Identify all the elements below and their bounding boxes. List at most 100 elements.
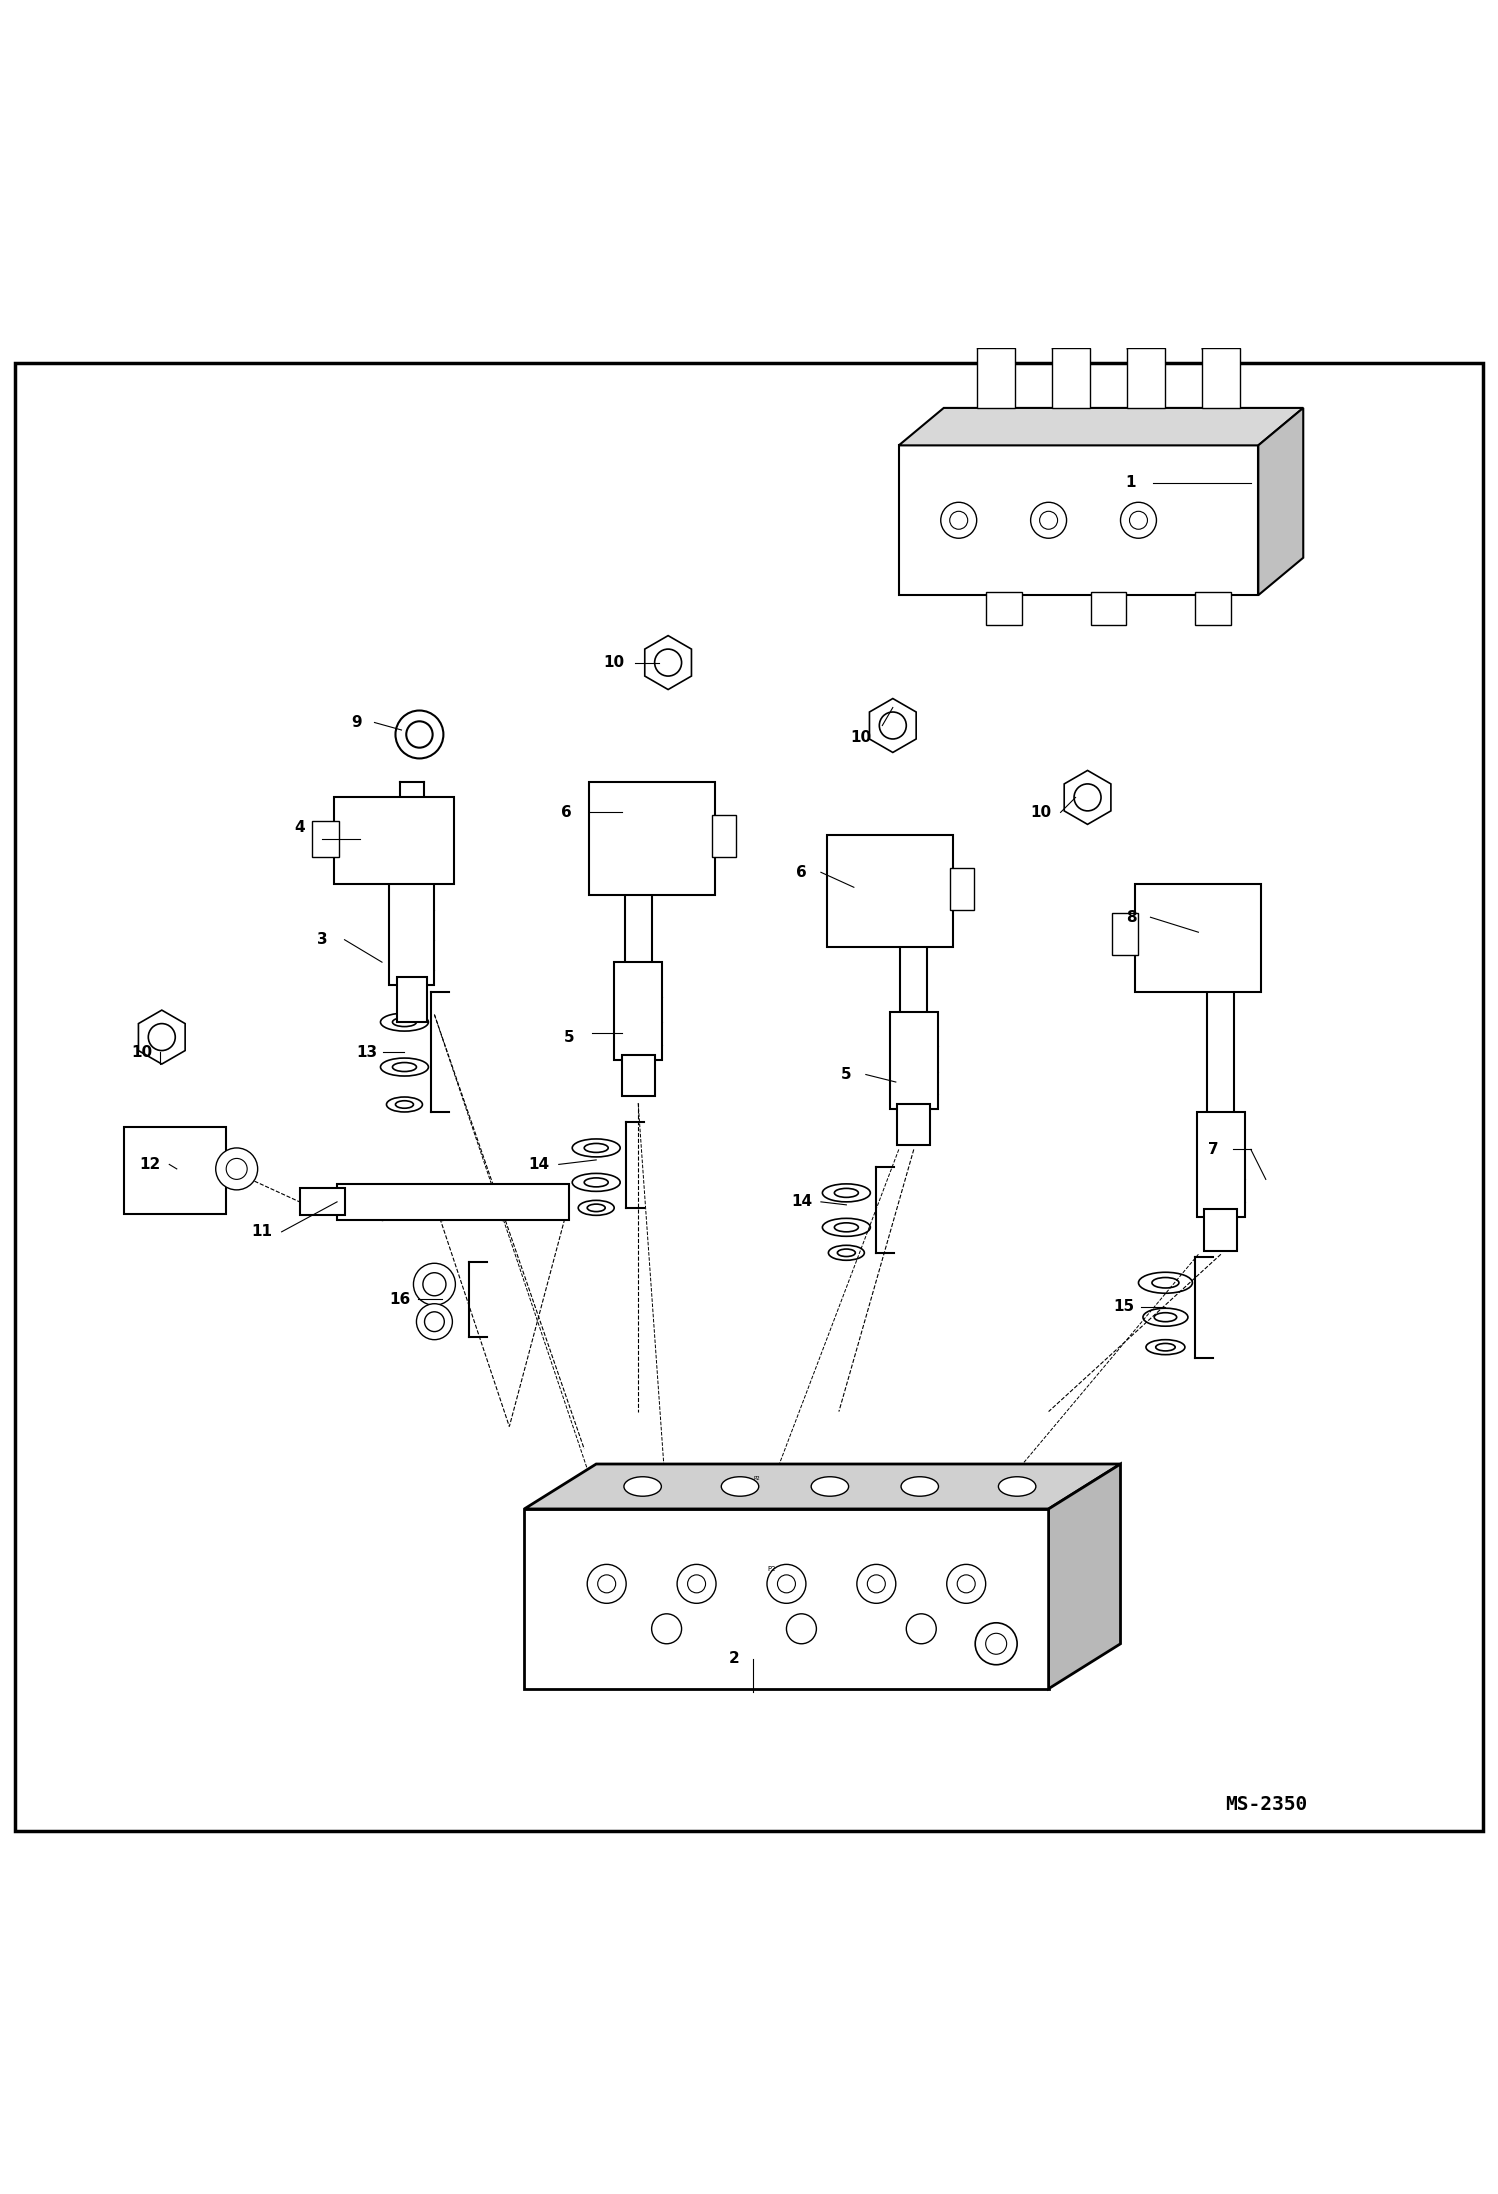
Bar — [1204, 1209, 1237, 1251]
Ellipse shape — [1155, 1343, 1174, 1352]
Ellipse shape — [837, 1248, 855, 1257]
Text: 11: 11 — [252, 1224, 273, 1240]
Ellipse shape — [1152, 1277, 1179, 1288]
Polygon shape — [1064, 770, 1112, 825]
Polygon shape — [869, 698, 917, 753]
Circle shape — [947, 1564, 986, 1604]
Circle shape — [906, 1615, 936, 1643]
Circle shape — [1210, 1154, 1231, 1176]
Bar — [614, 963, 662, 1060]
Circle shape — [777, 1575, 795, 1593]
Ellipse shape — [900, 1477, 938, 1496]
Polygon shape — [1258, 408, 1303, 595]
Ellipse shape — [822, 1185, 870, 1202]
Text: 2: 2 — [728, 1652, 740, 1665]
Polygon shape — [524, 1463, 1121, 1509]
Text: P2: P2 — [767, 1567, 776, 1571]
Circle shape — [395, 711, 443, 759]
Circle shape — [688, 1575, 706, 1593]
Ellipse shape — [1143, 1308, 1188, 1325]
Text: 3: 3 — [316, 932, 328, 948]
Ellipse shape — [572, 1174, 620, 1191]
Circle shape — [957, 1575, 975, 1593]
Circle shape — [941, 502, 977, 538]
Text: 16: 16 — [389, 1292, 410, 1308]
Polygon shape — [899, 445, 1258, 595]
Ellipse shape — [587, 1205, 605, 1211]
Circle shape — [424, 1312, 445, 1332]
Circle shape — [950, 511, 968, 529]
Bar — [1201, 349, 1240, 408]
Ellipse shape — [584, 1178, 608, 1187]
Text: 10: 10 — [851, 731, 872, 746]
Bar — [1135, 884, 1261, 992]
Ellipse shape — [395, 1101, 413, 1108]
Circle shape — [226, 1158, 247, 1180]
Polygon shape — [524, 1509, 1049, 1689]
Polygon shape — [1049, 1463, 1121, 1689]
Ellipse shape — [812, 1477, 848, 1496]
Circle shape — [406, 722, 433, 748]
Bar — [1128, 349, 1165, 408]
Circle shape — [879, 713, 906, 739]
Text: MS-2350: MS-2350 — [1225, 1795, 1306, 1814]
Circle shape — [767, 1564, 806, 1604]
Ellipse shape — [828, 1246, 864, 1259]
Text: 4: 4 — [294, 821, 306, 836]
Circle shape — [677, 1564, 716, 1604]
Bar — [397, 976, 427, 1022]
Text: 14: 14 — [529, 1156, 550, 1172]
Text: 1: 1 — [1125, 476, 1137, 489]
Ellipse shape — [722, 1477, 759, 1496]
Ellipse shape — [578, 1200, 614, 1215]
Text: 15: 15 — [1113, 1299, 1134, 1314]
Text: 9: 9 — [351, 715, 363, 731]
Ellipse shape — [392, 1018, 416, 1027]
Ellipse shape — [1146, 1341, 1185, 1354]
Ellipse shape — [1155, 1312, 1177, 1321]
Ellipse shape — [1201, 340, 1239, 358]
Circle shape — [148, 1025, 175, 1051]
Text: 13: 13 — [357, 1044, 377, 1060]
Polygon shape — [138, 1009, 186, 1064]
Ellipse shape — [380, 1014, 428, 1031]
Text: 5: 5 — [563, 1029, 575, 1044]
Bar — [1195, 592, 1231, 625]
Circle shape — [1074, 783, 1101, 812]
Polygon shape — [899, 408, 1303, 445]
Ellipse shape — [977, 340, 1014, 358]
Bar — [622, 1055, 655, 1095]
Circle shape — [986, 1632, 1007, 1654]
Bar — [1112, 913, 1138, 954]
Circle shape — [216, 1147, 258, 1189]
Text: 12: 12 — [139, 1156, 160, 1172]
Text: 8: 8 — [1125, 911, 1137, 924]
Circle shape — [867, 1575, 885, 1593]
Circle shape — [598, 1575, 616, 1593]
Bar — [124, 1128, 226, 1213]
Bar — [977, 349, 1016, 408]
Circle shape — [413, 1264, 455, 1305]
Text: P2: P2 — [753, 1477, 759, 1481]
Bar — [389, 864, 434, 985]
Circle shape — [652, 1615, 682, 1643]
Text: 14: 14 — [791, 1194, 812, 1209]
Bar — [897, 1104, 930, 1145]
Circle shape — [422, 1273, 446, 1297]
Bar — [986, 592, 1022, 625]
Bar — [950, 869, 974, 911]
Bar — [337, 1185, 569, 1220]
Ellipse shape — [386, 1097, 422, 1112]
Text: 10: 10 — [604, 656, 625, 669]
Bar — [300, 1189, 345, 1215]
Ellipse shape — [623, 1477, 662, 1496]
Ellipse shape — [1052, 340, 1089, 358]
Ellipse shape — [834, 1222, 858, 1231]
Ellipse shape — [572, 1139, 620, 1156]
Ellipse shape — [380, 1058, 428, 1075]
Circle shape — [416, 1303, 452, 1341]
Ellipse shape — [834, 1189, 858, 1198]
Circle shape — [786, 1615, 816, 1643]
Text: 10: 10 — [132, 1044, 153, 1060]
Text: 6: 6 — [795, 864, 807, 880]
